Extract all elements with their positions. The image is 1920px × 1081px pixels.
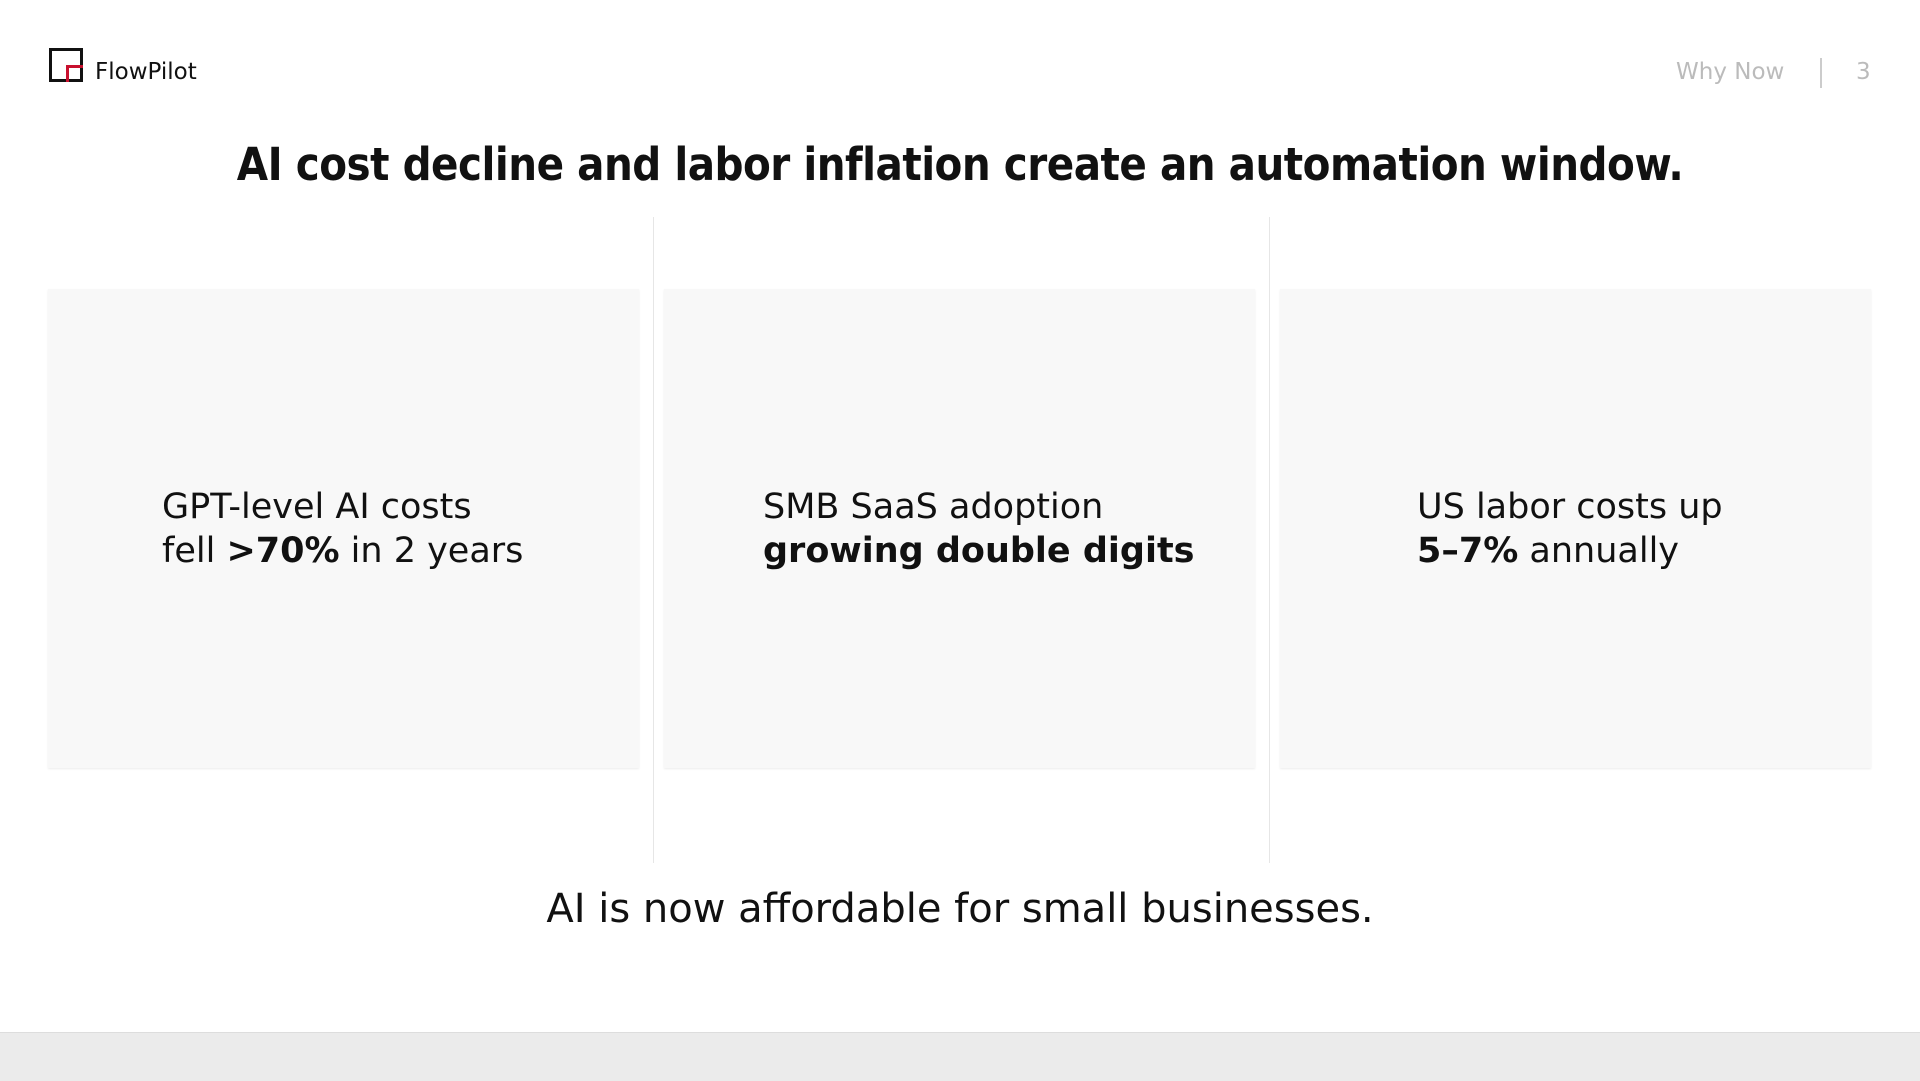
page-number: 3 xyxy=(1856,59,1871,85)
stat-segment: annually xyxy=(1518,531,1680,571)
separator xyxy=(1820,58,1822,88)
logo xyxy=(49,48,83,82)
stat-text: GPT-level AI costs fell >70% in 2 years xyxy=(162,485,523,573)
stat-segment: SMB SaaS adoption xyxy=(763,487,1104,527)
bottom-bar xyxy=(0,1032,1920,1081)
stat-line: 5–7% annually xyxy=(1417,529,1723,573)
stat-highlight: growing double digits xyxy=(763,531,1195,571)
stat-segment: GPT-level AI costs xyxy=(162,487,472,527)
section-label: Why Now xyxy=(1676,59,1785,85)
stat-line: fell >70% in 2 years xyxy=(162,529,523,573)
divider xyxy=(1269,217,1270,863)
stat-line: GPT-level AI costs xyxy=(162,485,523,529)
slide-title: AI cost decline and labor inflation crea… xyxy=(236,138,1684,191)
stat-segment: US labor costs up xyxy=(1417,487,1723,527)
stat-segment: fell xyxy=(162,531,227,571)
stat-card: GPT-level AI costs fell >70% in 2 years xyxy=(48,289,639,768)
stat-text: SMB SaaS adoption growing double digits xyxy=(763,485,1195,573)
stat-line: growing double digits xyxy=(763,529,1195,573)
divider xyxy=(653,217,654,863)
brand: FlowPilot xyxy=(95,59,197,85)
stat-line: SMB SaaS adoption xyxy=(763,485,1195,529)
stat-highlight: 5–7% xyxy=(1417,531,1519,571)
footer-text: AI is now affordable for small businesse… xyxy=(546,886,1374,932)
stat-card: SMB SaaS adoption growing double digits xyxy=(664,289,1255,768)
stat-segment: in 2 years xyxy=(339,531,524,571)
stat-text: US labor costs up 5–7% annually xyxy=(1417,485,1723,573)
stat-line: US labor costs up xyxy=(1417,485,1723,529)
stat-card: US labor costs up 5–7% annually xyxy=(1280,289,1871,768)
stat-highlight: >70% xyxy=(226,531,340,571)
